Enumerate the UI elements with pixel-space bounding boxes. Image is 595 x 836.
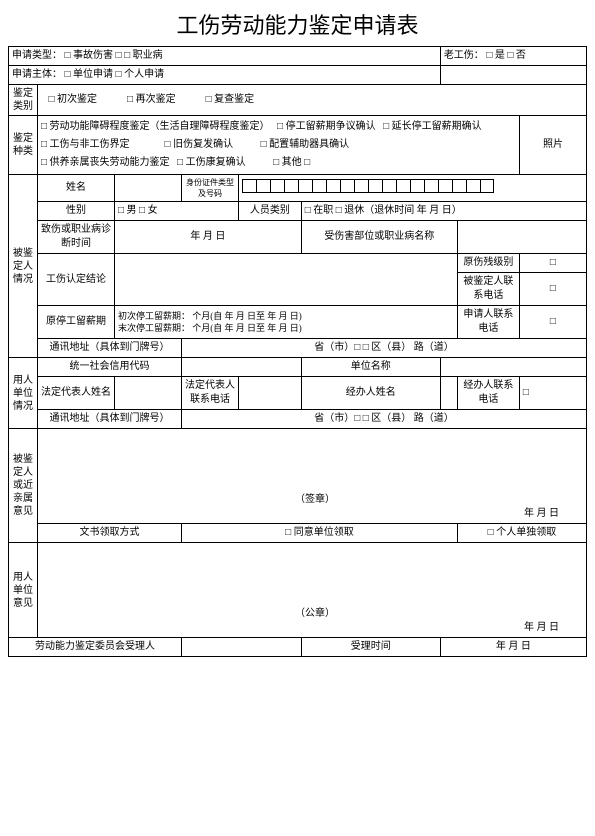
form-title: 工伤劳动能力鉴定申请表 (8, 8, 587, 40)
name-label: 姓名 (38, 175, 115, 202)
doc-method: 文书领取方式 (38, 524, 182, 543)
op2-seal: （公章） (41, 607, 589, 621)
handler-val[interactable] (182, 638, 302, 657)
jdlb-opts: 初次鉴定 再次鉴定 复查鉴定 (38, 85, 587, 116)
jdzl-items: 劳动功能障碍程度鉴定（生活自理障碍程度鉴定） 停工留薪期争议确认 延长停工留薪期… (38, 116, 520, 175)
jdzl-2[interactable]: 停工留薪期争议确认 (277, 121, 376, 132)
ptype-opts: □ 在职 □ 退休（退休时间 年 月 日） (301, 202, 586, 221)
name-field[interactable] (115, 175, 182, 202)
yrdw-addr-label: 通讯地址（具体到门牌号） (38, 410, 182, 429)
opt-no[interactable]: 否 (507, 50, 526, 61)
leave-val[interactable]: 初次停工留薪期： 个月(自 年 月 日至 年 月 日) 末次停工留薪期： 个月(… (115, 306, 458, 339)
conclusion-val[interactable] (115, 254, 458, 306)
leave-label: 原停工留薪期 (38, 306, 115, 339)
dept-label: 受伤害部位或职业病名称 (301, 221, 457, 254)
jdlb-label: 鉴定类别 (9, 85, 38, 116)
orig-level-val[interactable]: □ (519, 254, 586, 273)
jdzl-label: 鉴定种类 (9, 116, 38, 175)
conclusion-label: 工伤认定结论 (38, 254, 115, 306)
app-phone-label: 申请人联系电话 (457, 306, 519, 339)
gender-opts: 男 女 (115, 202, 239, 221)
doc-opt1[interactable]: 同意单位领取 (182, 524, 458, 543)
op1-content[interactable]: （签章） 年 月 日 (38, 429, 587, 524)
opt-unit[interactable]: 单位申请 (65, 69, 114, 80)
accept-time-label: 受理时间 (301, 638, 440, 657)
gender-label: 性别 (38, 202, 115, 221)
legal-label: 法定代表人姓名 (38, 377, 115, 410)
app-phone-val[interactable]: □ (519, 306, 586, 339)
jdzl-4[interactable]: 工伤与非工伤界定 (41, 139, 130, 150)
yrdw-label: 用人单位情况 (9, 358, 38, 429)
agent-val[interactable] (440, 377, 457, 410)
opt-first[interactable]: 初次鉴定 (49, 94, 98, 105)
orig-level-label: 原伤残级别 (457, 254, 519, 273)
id-label: 身份证件类型及号码 (182, 175, 239, 202)
blank (440, 66, 586, 85)
apply-subject: 申请主体： 单位申请 个人申请 (9, 66, 441, 85)
legal-val[interactable] (115, 377, 182, 410)
phone-label: 被鉴定人联系电话 (457, 273, 519, 306)
yrdw-addr-val[interactable]: 省（市）□ □ 区（县） 路（道） (182, 410, 587, 429)
bjdr-label: 被鉴定人情况 (9, 175, 38, 358)
agent-label: 经办人姓名 (301, 377, 440, 410)
dept-val[interactable] (457, 221, 586, 254)
jdzl-1[interactable]: 劳动功能障碍程度鉴定（生活自理障碍程度鉴定） (41, 121, 270, 132)
diag-val[interactable]: 年 月 日 (115, 221, 302, 254)
legal-phone-val[interactable] (239, 377, 302, 410)
credit-val[interactable] (182, 358, 302, 377)
id-boxes[interactable] (239, 175, 587, 202)
op2-date: 年 月 日 (41, 621, 589, 635)
photo: 照片 (520, 116, 587, 175)
jdzl-7[interactable]: 供养亲属丧失劳动能力鉴定 (41, 157, 170, 168)
opt-accident[interactable]: 事故伤害 (65, 50, 114, 61)
jdzl-8[interactable]: 工伤康复确认 (177, 157, 246, 168)
uname-label: 单位名称 (301, 358, 440, 377)
main-table: 申请类型： 事故伤害 □ 职业病 老工伤： 是 否 申请主体： 单位申请 个人申… (8, 46, 587, 657)
opt-male[interactable]: 男 (118, 205, 137, 216)
phone-val[interactable]: □ (519, 273, 586, 306)
doc-opt2[interactable]: 个人单独领取 (457, 524, 586, 543)
jdzl-6[interactable]: 配置辅助器具确认 (261, 139, 350, 150)
accept-time-val[interactable]: 年 月 日 (440, 638, 586, 657)
uname-val[interactable] (440, 358, 586, 377)
op1-seal: （签章） (41, 493, 589, 507)
op1-label: 被鉴定人或近亲属意见 (9, 429, 38, 543)
ptype-label: 人员类别 (239, 202, 302, 221)
op2-label: 用人单位意见 (9, 543, 38, 638)
handler-label: 劳动能力鉴定委员会受理人 (9, 638, 182, 657)
op2-content[interactable]: （公章） 年 月 日 (38, 543, 587, 638)
agent-phone-label: 经办人联系电话 (457, 377, 519, 410)
credit-label: 统一社会信用代码 (38, 358, 182, 377)
addr-val[interactable]: 省（市）□ □ 区（县） 路（道） (182, 339, 587, 358)
addr-label: 通讯地址（具体到门牌号） (38, 339, 182, 358)
opt-review[interactable]: 复查鉴定 (206, 94, 255, 105)
jdzl-9[interactable]: 其他 (273, 157, 302, 168)
apply-type: 申请类型： 事故伤害 □ 职业病 (9, 47, 441, 66)
legal-phone-label: 法定代表人联系电话 (182, 377, 239, 410)
opt-occupational[interactable]: 职业病 (124, 50, 163, 61)
agent-phone-val[interactable]: □ (519, 377, 586, 410)
old-injury: 老工伤： 是 否 (440, 47, 586, 66)
opt-again[interactable]: 再次鉴定 (127, 94, 176, 105)
opt-person[interactable]: 个人申请 (116, 69, 165, 80)
jdzl-3[interactable]: 延长停工留薪期确认 (383, 121, 482, 132)
diag-label: 致伤或职业病诊断时间 (38, 221, 115, 254)
opt-yes[interactable]: 是 (486, 50, 505, 61)
opt-female[interactable]: 女 (139, 205, 158, 216)
jdzl-5[interactable]: 旧伤复发确认 (165, 139, 234, 150)
op1-date: 年 月 日 (41, 507, 589, 521)
